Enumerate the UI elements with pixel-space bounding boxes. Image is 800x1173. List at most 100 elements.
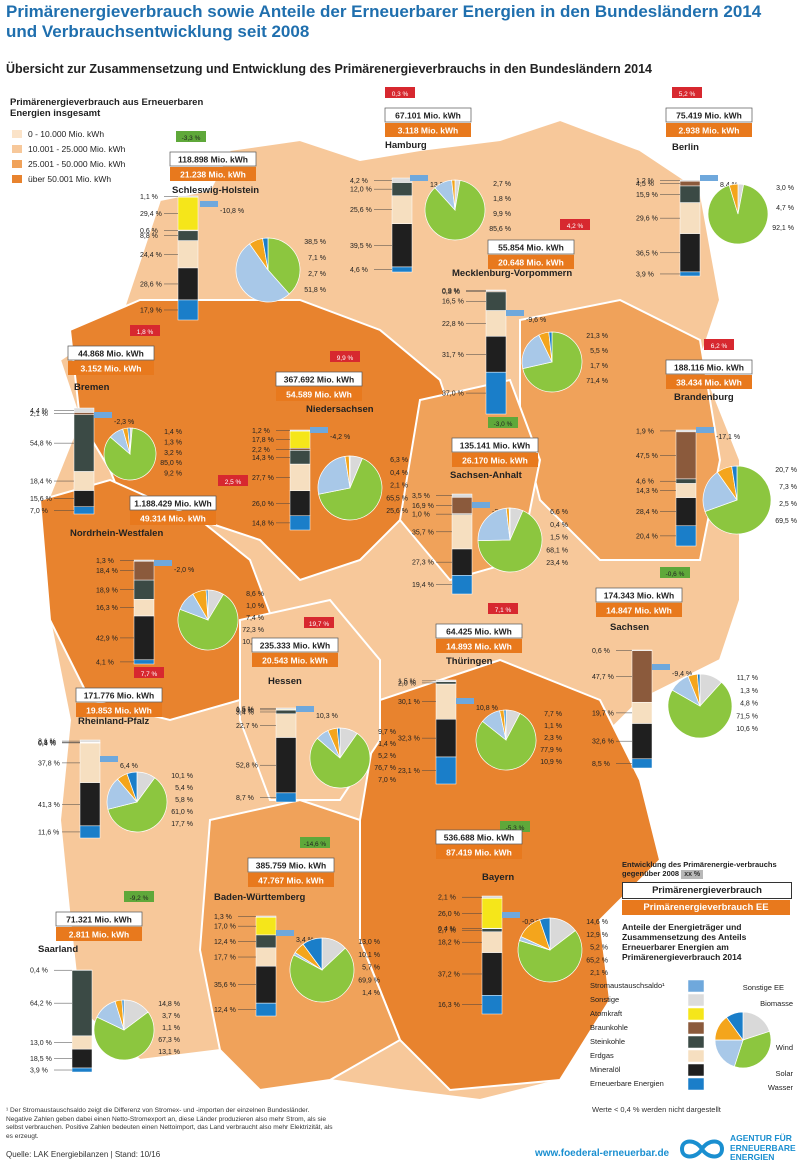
bar-label: 37,0 % <box>442 391 464 398</box>
legend-pie-wasser <box>726 1011 744 1042</box>
change-tag: 4,2 % <box>567 223 584 230</box>
ee-value: 20.543 Mio. kWh <box>262 656 328 666</box>
pie-slice-solar <box>728 183 739 215</box>
bar-label: 16,5 % <box>442 299 464 306</box>
bar-seg-atom <box>481 898 503 929</box>
bar-seg-erdgas <box>133 599 155 617</box>
pie-label: 14,8 % <box>158 1001 180 1008</box>
pie-label: 6,6 % <box>550 509 568 516</box>
pie-label: 68,1 % <box>546 547 568 554</box>
bar-label: 1,9 % <box>636 428 654 435</box>
bar-seg-steinkohle <box>675 478 697 484</box>
ee-box <box>436 639 522 653</box>
ee-value: 87.419 Mio. kWh <box>446 848 512 858</box>
bar-seg-erdgas <box>71 1035 93 1050</box>
pie-label: 7,4 % <box>246 615 264 622</box>
pie-label: 38,5 % <box>304 239 326 246</box>
pie-label: 7,0 % <box>378 777 396 784</box>
bar-label: 2,7 % <box>438 928 456 935</box>
ee-box <box>436 845 522 859</box>
ee-value: 14.847 Mio. kWh <box>606 606 672 616</box>
bar-label: 32,3 % <box>398 736 420 743</box>
exchange-marker <box>456 698 474 704</box>
pie-label: 1,4 % <box>378 741 396 748</box>
change-tag-bg <box>176 131 206 142</box>
pie-label: 25,6 % <box>386 508 408 515</box>
ee-value: 20.648 Mio. kWh <box>498 258 564 268</box>
pie-label: 65,2 % <box>586 957 608 964</box>
ee-value: 2.811 Mio. kWh <box>69 930 129 940</box>
pie-slice-biomasse <box>93 1011 155 1061</box>
explanation-heading: Entwicklung des Primärenergie-verbrauchs… <box>622 860 777 879</box>
bar-seg-steinkohle <box>289 450 311 465</box>
bar-label: 35,7 % <box>412 529 434 536</box>
bar-label: 25,6 % <box>350 207 372 214</box>
bar-seg-braunkohle <box>675 431 697 480</box>
pie-slice-wasser <box>262 237 269 271</box>
bar-label: 0,6 % <box>592 648 610 655</box>
change-tag: -0,6 % <box>666 571 685 578</box>
bar-label: 3,9 % <box>30 1068 48 1075</box>
website-link[interactable]: www.foederal-erneuerbar.de <box>535 1148 670 1159</box>
bar-seg-steinkohle <box>435 681 457 685</box>
bar-label: 32,6 % <box>592 739 614 746</box>
ee-value: 21.238 Mio. kWh <box>180 170 246 180</box>
bar-label: 47,7 % <box>592 674 614 681</box>
bar-label: 36,5 % <box>636 250 658 257</box>
change-tag-bg <box>500 821 530 832</box>
bar-label: 28,4 % <box>636 509 658 516</box>
legend-ee-box: Primärenergieverbrauch EE <box>622 900 790 915</box>
pie-label: 1,7 % <box>590 363 608 370</box>
bar-label: 1,2 % <box>252 428 270 435</box>
ee-value: 14.893 Mio. kWh <box>446 642 512 652</box>
exchange-marker <box>502 912 520 918</box>
total-value: 135.141 Mio. kWh <box>460 441 530 451</box>
bar-label: 12,0 % <box>350 187 372 194</box>
state-name: Nordrhein-Westfalen <box>70 528 163 539</box>
bar-label: 19,4 % <box>412 582 434 589</box>
bar-label: 16,3 % <box>96 605 118 612</box>
bar-seg-steinkohle <box>485 291 507 311</box>
bar-label: 18,4 % <box>30 479 52 486</box>
ee-box <box>385 123 471 137</box>
total-value: 385.759 Mio. kWh <box>256 861 326 871</box>
bar-seg-erdgas <box>275 713 297 738</box>
change-tag: 7,7 % <box>141 671 158 678</box>
legend-item: über 50.001 Mio. kWh <box>12 174 111 184</box>
bar-label: 18,2 % <box>438 940 460 947</box>
pie-label: 6,3 % <box>390 457 408 464</box>
change-tag-bg <box>560 219 590 230</box>
tag-sample: xx % <box>681 870 704 879</box>
legend-pie-biomasse <box>733 1030 772 1069</box>
pie-label: 5,5 % <box>590 348 608 355</box>
pie-label: 7,1 % <box>308 255 326 262</box>
ee-box <box>252 653 338 667</box>
state-name: Brandenburg <box>674 392 734 403</box>
pie-label: 7,7 % <box>544 711 562 718</box>
bar-seg-ee <box>73 506 95 515</box>
bar-label: 18,9 % <box>96 587 118 594</box>
bar-label: 17,9 % <box>140 307 162 314</box>
exchange-label: -2,3 % <box>114 419 134 426</box>
ee-type-label: Wasser <box>768 1083 794 1092</box>
pie-label: 2,1 % <box>390 483 408 490</box>
bar-label: 17,8 % <box>252 437 274 444</box>
bar-label: 2,1 % <box>30 411 48 418</box>
bar-label: 42,9 % <box>96 635 118 642</box>
ee-type-label: Sonstige EE <box>743 983 784 992</box>
bar-seg-erdgas <box>631 701 653 724</box>
pie-label: 67,3 % <box>158 1037 180 1044</box>
pie-label: 5,2 % <box>378 753 396 760</box>
pie-slice-biomasse <box>704 465 772 535</box>
exchange-marker <box>472 502 490 508</box>
total-box <box>247 857 335 873</box>
state-name: Thüringen <box>446 656 493 667</box>
total-box <box>129 495 217 511</box>
total-box <box>67 345 155 361</box>
pie-label: 2,3 % <box>544 735 562 742</box>
bar-seg-mineraloel <box>435 719 457 758</box>
change-tag-bg <box>672 87 702 98</box>
change-tag: -5,3 % <box>506 825 525 832</box>
bar-label: 0,8 % <box>442 289 460 296</box>
